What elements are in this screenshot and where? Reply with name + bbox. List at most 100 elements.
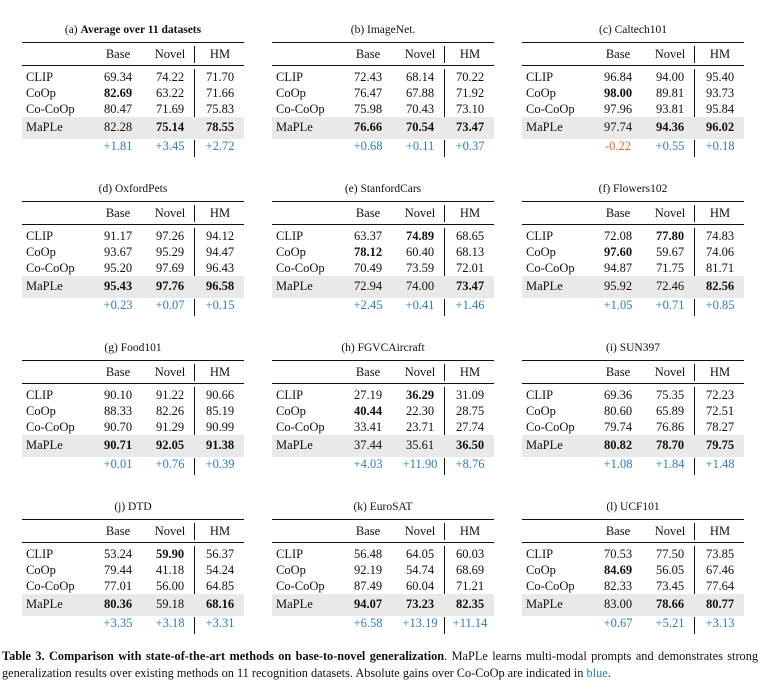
dataset-label: (g) [104,342,118,354]
column-separator [694,46,695,63]
method-name: CoOp [526,86,556,100]
hm-value: 78.55 [205,120,235,134]
method-name: CoOp [276,245,306,259]
top-rule [22,360,244,362]
method-name: CoOp [276,86,306,100]
header-novel: Novel [404,47,436,61]
dataset-label: (c) [598,24,612,36]
maple-row: MaPLe 83.00 78.66 80.77 [522,596,744,613]
hm-value: 77.64 [705,579,735,593]
column-separator [194,364,195,381]
gain-novel: +1.84 [655,457,685,471]
gain-novel: +0.55 [655,139,685,153]
header-row: Base Novel HM [22,205,244,222]
hm-value: 36.50 [455,438,485,452]
header-novel: Novel [654,47,686,61]
method-row: CoOp 78.12 60.40 68.13 [272,244,494,261]
header-base: Base [105,524,131,538]
method-name: Co-CoOp [526,420,575,434]
header-base: Base [355,47,381,61]
gain-novel: +5.21 [655,616,685,630]
top-rule [272,42,494,44]
column-separator [444,364,445,381]
novel-value: 94.00 [655,70,685,84]
base-value: 80.60 [603,404,633,418]
method-name: CLIP [526,547,554,561]
column-separator [694,69,695,117]
method-name: CoOp [26,245,56,259]
method-name: Co-CoOp [26,261,75,275]
novel-value: 71.69 [155,102,185,116]
method-name: CLIP [526,388,554,402]
dataset-label: (j) [114,501,126,513]
column-separator [194,205,195,222]
base-value: 88.33 [103,404,133,418]
novel-value: 74.22 [155,70,185,84]
novel-value: 75.14 [155,120,185,134]
dataset-label: (h) [341,342,355,354]
method-row: CLIP 56.48 64.05 60.03 [272,546,494,563]
method-name: CoOp [276,404,306,418]
base-value: 75.98 [353,102,383,116]
header-novel: Novel [404,365,436,379]
method-row: CoOp 80.60 65.89 72.51 [522,403,744,420]
header-row: Base Novel HM [522,364,744,381]
dataset-title: (e) StanfordCars [258,181,508,197]
hm-value: 95.40 [705,70,735,84]
gain-novel: +11.90 [402,457,438,471]
method-name: MaPLe [26,279,63,293]
hm-value: 96.02 [705,120,735,134]
method-name: CLIP [26,547,54,561]
method-name: MaPLe [276,438,313,452]
method-name: MaPLe [276,597,313,611]
method-row: CoOp 84.69 56.05 67.46 [522,562,744,579]
header-novel: Novel [154,365,186,379]
caption-label: Table 3. [2,649,45,663]
top-rule [522,42,744,44]
base-value: 78.12 [353,245,383,259]
gain-row: +0.67 +5.21 +3.13 [522,615,744,632]
method-name: MaPLe [26,597,63,611]
hm-value: 31.09 [455,388,485,402]
header-base: Base [105,206,131,220]
gain-row: +0.23 +0.07 +0.15 [22,297,244,314]
gain-hm: +1.48 [705,457,735,471]
method-row: CLIP 69.34 74.22 71.70 [22,69,244,86]
dataset-table: (j) DTD Base Novel HM CLIP 53.24 59.90 56.37 CoO… [8,499,258,658]
hm-value: 73.85 [705,547,735,561]
dataset-name: UCF101 [620,501,660,513]
novel-value: 77.50 [655,547,685,561]
novel-value: 65.89 [655,404,685,418]
dataset-table: (h) FGVCAircraft Base Novel HM CLIP 27.19 36.2… [258,340,508,499]
gain-row: +1.81 +3.45 +2.72 [22,138,244,155]
base-value: 82.33 [603,579,633,593]
dataset-name: Caltech101 [614,24,667,36]
novel-value: 89.81 [655,86,685,100]
hm-value: 72.51 [705,404,735,418]
caption-blue-word: blue [586,666,608,680]
method-row: Co-CoOp 90.70 91.29 90.99 [22,419,244,436]
gain-row: +0.01 +0.76 +0.39 [22,456,244,473]
novel-value: 78.66 [655,597,685,611]
base-value: 79.44 [103,563,133,577]
dataset-table: (b) ImageNet. Base Novel HM CLIP 72.43 68.14 70… [258,22,508,181]
method-row: CLIP 69.36 75.35 72.23 [522,387,744,404]
maple-row: MaPLe 80.36 59.18 68.16 [22,596,244,613]
column-separator [444,387,445,435]
base-value: 76.47 [353,86,383,100]
dataset-table: (a) Average over 11 datasets Base Novel HM C… [8,22,258,181]
caption-bold-text: Comparison with state-of-the-art methods… [48,649,445,663]
hm-value: 90.66 [205,388,235,402]
column-separator [194,546,195,594]
base-value: 95.92 [603,279,633,293]
hm-value: 68.69 [455,563,485,577]
hm-value: 71.92 [455,86,485,100]
header-row: Base Novel HM [272,205,494,222]
gain-novel: +3.18 [155,616,185,630]
method-row: Co-CoOp 82.33 73.45 77.64 [522,578,744,595]
method-row: Co-CoOp 87.49 60.04 71.21 [272,578,494,595]
dataset-name: DTD [128,501,152,513]
method-name: Co-CoOp [276,420,325,434]
novel-value: 95.29 [155,245,185,259]
base-value: 98.00 [603,86,633,100]
